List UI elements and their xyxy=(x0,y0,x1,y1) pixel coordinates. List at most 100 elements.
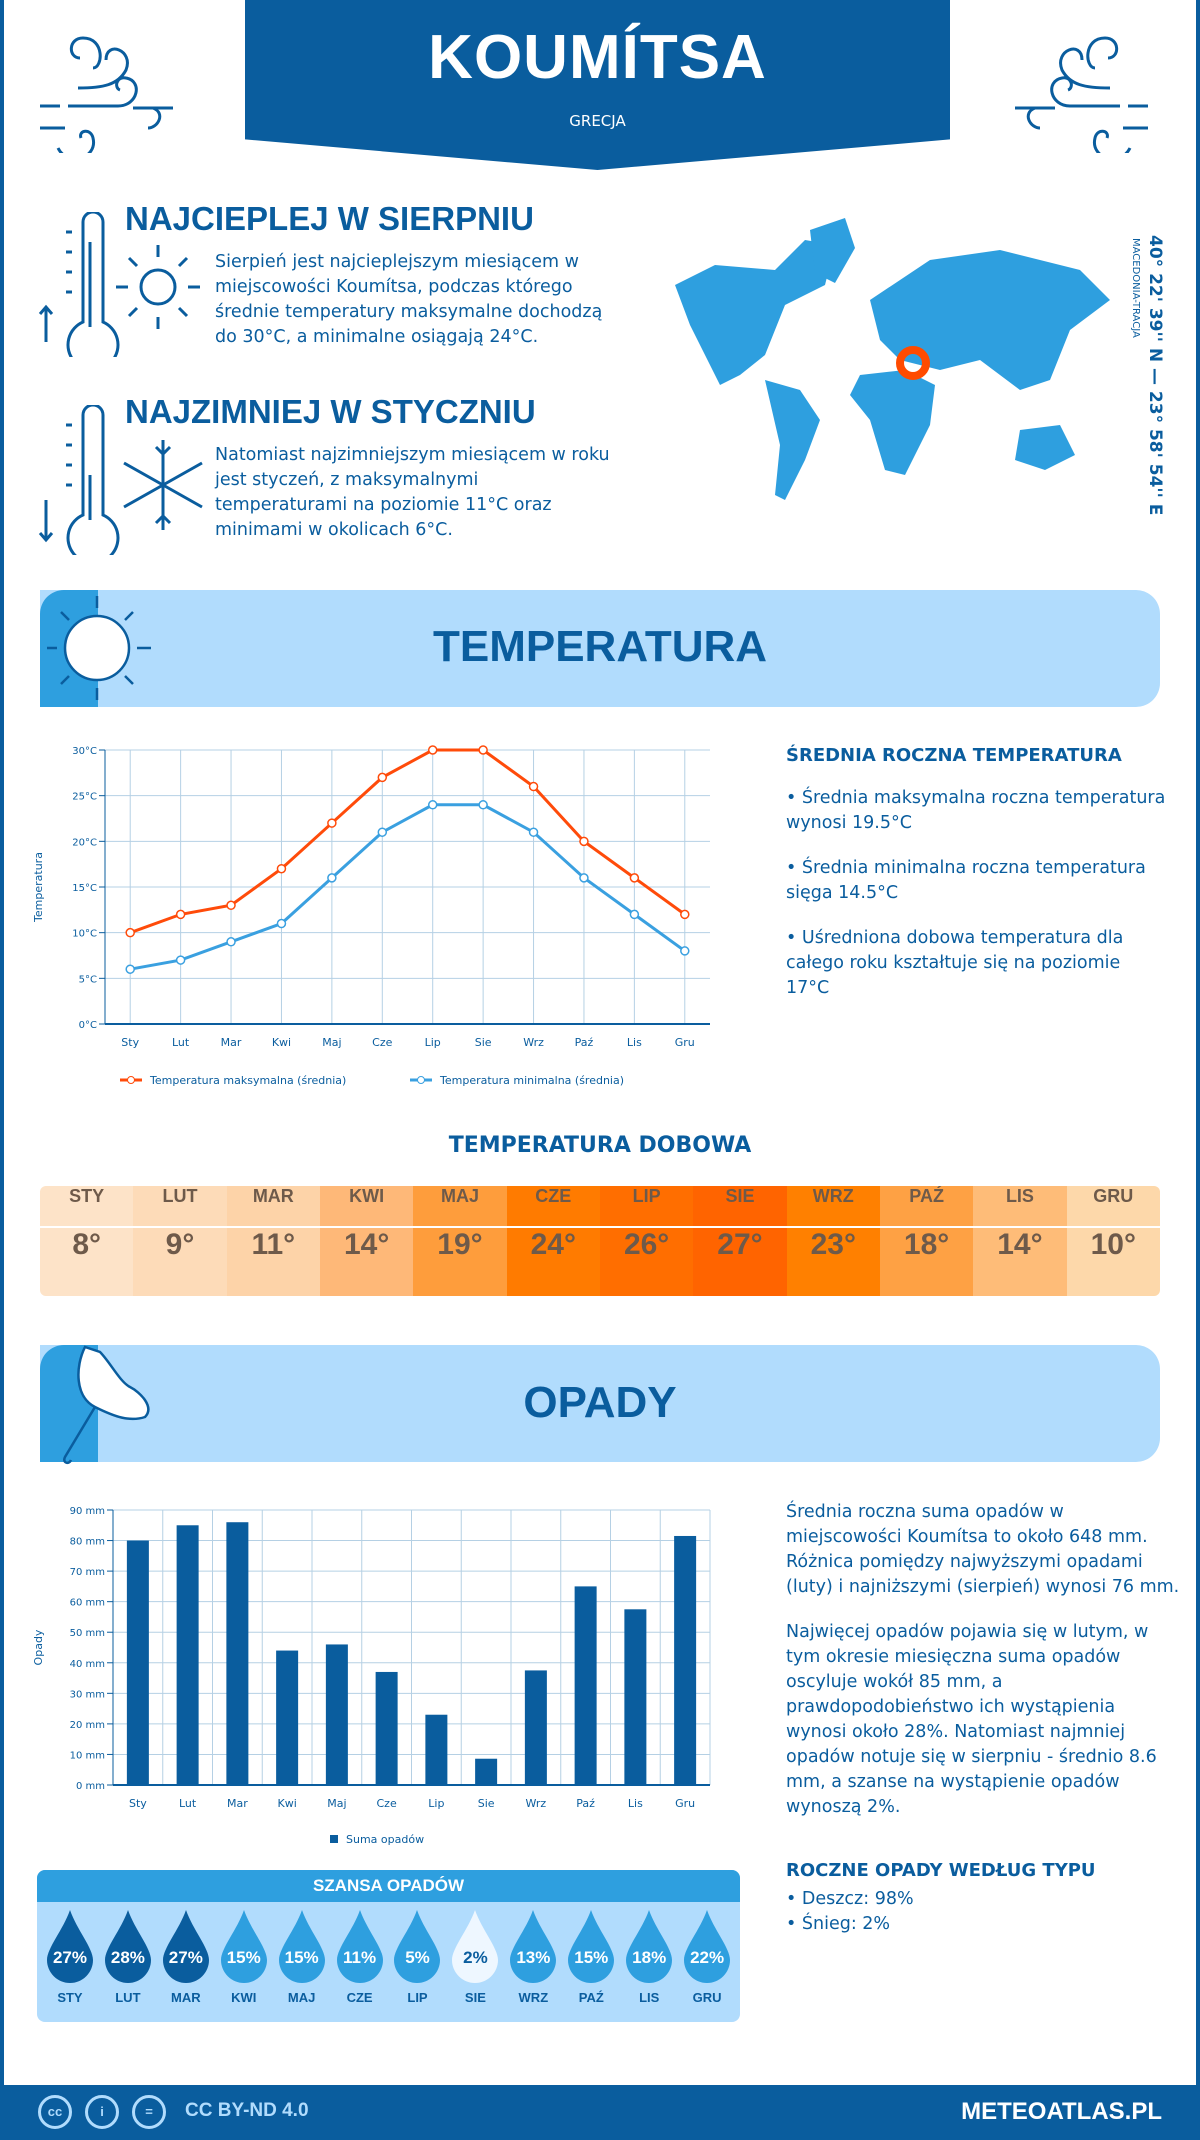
data-point xyxy=(276,918,287,929)
precip-bar xyxy=(276,1650,299,1785)
chance-item: 2% SIE xyxy=(446,1908,504,2005)
daily-temp-cell: CZE 24° xyxy=(506,1186,600,1296)
raindrop-icon xyxy=(336,1910,383,1983)
warmest-title: NAJCIEPLEJ W SIERPNIU xyxy=(125,200,534,237)
chance-value: 15% xyxy=(226,1948,261,1967)
precip-type-rain: • Deszcz: 98% xyxy=(786,1889,914,1909)
chance-value: 5% xyxy=(405,1948,430,1967)
raindrop-icon xyxy=(394,1910,441,1983)
precip-heading: OPADY xyxy=(523,1378,677,1427)
chance-value: 27% xyxy=(168,1948,203,1967)
daily-temp-cell: PAŹ 18° xyxy=(879,1186,974,1296)
data-point xyxy=(125,964,135,974)
chance-value: 11% xyxy=(343,1948,377,1967)
y-tick-label: 70 mm xyxy=(70,1567,105,1578)
month-label: MAR xyxy=(226,1186,320,1228)
x-tick-label: Sty xyxy=(129,1797,147,1810)
chance-item: 15% MAJ xyxy=(273,1908,331,2005)
data-point xyxy=(175,909,186,920)
month-label: MAJ xyxy=(287,1990,316,2005)
chance-item: 15% PAŹ xyxy=(562,1908,620,2005)
precip-bar xyxy=(176,1525,199,1785)
page-title: KOUMÍTSA xyxy=(428,23,767,92)
month-label: CZE xyxy=(506,1186,600,1228)
month-label: CZE xyxy=(346,1990,373,2005)
precip-bar xyxy=(475,1758,498,1785)
chance-value: 28% xyxy=(110,1948,145,1967)
chance-item: 11% CZE xyxy=(331,1908,389,2005)
month-label: WRZ xyxy=(518,1990,549,2005)
x-tick-label: Wrz xyxy=(526,1797,547,1810)
raindrop-icon xyxy=(452,1910,499,1983)
month-label: LUT xyxy=(115,1990,141,2005)
daily-temp-cell: MAR 11° xyxy=(226,1186,320,1296)
daily-temp-cell: KWI 14° xyxy=(319,1186,414,1296)
month-label: SIE xyxy=(464,1990,486,2005)
daily-temp-title: TEMPERATURA DOBOWA xyxy=(448,1133,752,1158)
daily-temp-cell: MAJ 19° xyxy=(413,1186,507,1296)
daily-temp-cell: SIE 27° xyxy=(693,1186,787,1296)
no-derivatives-icon: = xyxy=(132,2095,166,2129)
precip-type-title: ROCZNE OPADY WEDŁUG TYPU xyxy=(786,1860,1096,1881)
month-label: KWI xyxy=(319,1186,414,1228)
temp-value: 10° xyxy=(1090,1228,1136,1261)
thermometer-cold-icon xyxy=(38,405,203,555)
chance-item: 22% GRU xyxy=(678,1908,736,2005)
x-tick-label: Paź xyxy=(576,1797,595,1810)
chance-value: 18% xyxy=(632,1948,667,1967)
temperature-heading: TEMPERATURA xyxy=(432,622,768,671)
x-tick-label: Mar xyxy=(227,1797,248,1810)
temp-value: 14° xyxy=(343,1228,390,1261)
raindrop-icon xyxy=(162,1910,209,1983)
data-point xyxy=(629,873,640,883)
temp-value: 14° xyxy=(997,1228,1043,1261)
chance-item: 27% STY xyxy=(41,1908,99,2005)
y-tick-label: 50 mm xyxy=(70,1628,105,1639)
chance-value: 22% xyxy=(690,1948,725,1967)
temp-value: 24° xyxy=(530,1228,576,1261)
y-tick-label: 10 mm xyxy=(70,1750,105,1761)
temp-value: 26° xyxy=(623,1228,670,1261)
x-tick-label: Cze xyxy=(372,1036,392,1049)
country-label: GRECJA xyxy=(569,112,626,130)
data-point xyxy=(377,772,388,783)
x-tick-label: Mar xyxy=(221,1036,242,1049)
precip-side-text: Średnia roczna suma opadów w miejscowośc… xyxy=(786,1502,1180,1597)
legend-label: Temperatura minimalna (średnia) xyxy=(439,1074,624,1087)
y-tick-label: 20 mm xyxy=(70,1720,105,1731)
raindrop-icon xyxy=(104,1910,151,1983)
temp-side-item: • Średnia minimalna roczna temperatura s… xyxy=(786,858,1146,903)
precip-bar xyxy=(425,1714,448,1785)
x-tick-label: Sty xyxy=(121,1036,139,1049)
y-tick-label: 80 mm xyxy=(70,1537,105,1548)
chance-value: 2% xyxy=(463,1948,488,1967)
legend-label: Suma opadów xyxy=(346,1833,424,1846)
chance-item: 15% KWI xyxy=(215,1908,273,2005)
temp-value: 18° xyxy=(903,1228,950,1261)
temp-value: 27° xyxy=(717,1228,763,1261)
month-label: MAJ xyxy=(413,1186,507,1228)
month-label: PAŹ xyxy=(578,1990,604,2005)
raindrop-icon xyxy=(568,1910,615,1983)
data-point xyxy=(226,937,236,947)
data-point xyxy=(579,836,589,847)
x-tick-label: Lut xyxy=(172,1036,190,1049)
daily-temp-cell: LIS 14° xyxy=(973,1186,1067,1296)
data-point xyxy=(175,955,186,965)
y-axis-label: Opady xyxy=(32,1629,45,1665)
region-label: MACEDONIA-TRACJA xyxy=(1130,238,1141,338)
precip-type-snow: • Śnieg: 2% xyxy=(786,1914,891,1934)
wind-icon xyxy=(1015,36,1148,153)
temp-value: 9° xyxy=(165,1228,195,1261)
data-point xyxy=(478,800,488,810)
y-tick-label: 30°C xyxy=(72,746,97,757)
daily-temp-cell: LIP 26° xyxy=(599,1186,694,1296)
legend-marker xyxy=(417,1076,425,1084)
umbrella-icon xyxy=(63,1345,150,1465)
x-tick-label: Kwi xyxy=(272,1036,291,1049)
month-label: LIP xyxy=(599,1186,694,1228)
site-link[interactable]: METEOATLAS.PL xyxy=(961,2098,1162,2125)
precip-bar xyxy=(375,1671,398,1785)
daily-temp-cell: GRU 10° xyxy=(1066,1186,1160,1296)
license-label[interactable]: CC BY-ND 4.0 xyxy=(185,2100,309,2121)
